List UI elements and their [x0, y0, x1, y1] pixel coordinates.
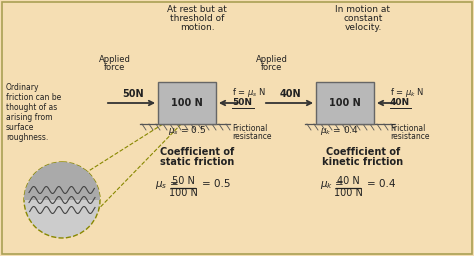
Text: friction can be: friction can be — [6, 93, 61, 102]
Text: resistance: resistance — [390, 132, 429, 141]
Text: Frictional: Frictional — [232, 124, 267, 133]
Text: 40N: 40N — [279, 89, 301, 99]
Text: constant: constant — [343, 14, 383, 23]
Text: f = $\mu_s$ N: f = $\mu_s$ N — [232, 86, 266, 99]
Text: kinetic friction: kinetic friction — [322, 157, 403, 167]
Text: In motion at: In motion at — [336, 5, 391, 14]
Text: 40N: 40N — [390, 98, 410, 107]
Text: Applied: Applied — [256, 55, 288, 64]
Text: static friction: static friction — [160, 157, 234, 167]
Text: 100 N: 100 N — [169, 188, 198, 198]
Text: force: force — [104, 63, 126, 72]
Text: motion.: motion. — [180, 23, 214, 32]
Text: Applied: Applied — [99, 55, 131, 64]
Text: force: force — [261, 63, 283, 72]
Bar — [158, 82, 216, 124]
Text: 50 N: 50 N — [172, 176, 194, 186]
Circle shape — [24, 162, 100, 238]
Text: $\mu_s$ = 0.5: $\mu_s$ = 0.5 — [168, 124, 206, 137]
Text: resistance: resistance — [232, 132, 272, 141]
Text: 50N: 50N — [232, 98, 252, 107]
Text: velocity.: velocity. — [344, 23, 382, 32]
Text: 100 N: 100 N — [329, 98, 361, 108]
Bar — [316, 82, 374, 124]
Text: thought of as: thought of as — [6, 103, 57, 112]
Text: Coefficient of: Coefficient of — [160, 147, 234, 157]
Wedge shape — [24, 162, 100, 200]
Text: 100 N: 100 N — [171, 98, 203, 108]
Text: At rest but at: At rest but at — [167, 5, 227, 14]
Text: = 0.4: = 0.4 — [367, 179, 395, 189]
Text: = 0.5: = 0.5 — [202, 179, 230, 189]
Text: Ordinary: Ordinary — [6, 83, 39, 92]
Text: 100 N: 100 N — [334, 188, 363, 198]
Text: surface: surface — [6, 123, 35, 132]
Text: threshold of: threshold of — [170, 14, 224, 23]
Text: Frictional: Frictional — [390, 124, 425, 133]
Text: arising from: arising from — [6, 113, 53, 122]
Text: Coefficient of: Coefficient of — [326, 147, 400, 157]
Text: $\mu_s$ =: $\mu_s$ = — [155, 179, 179, 191]
Text: roughness.: roughness. — [6, 133, 48, 142]
Text: $\mu_k$ = 0.4: $\mu_k$ = 0.4 — [320, 124, 359, 137]
Text: 40 N: 40 N — [337, 176, 359, 186]
Text: f = $\mu_k$ N: f = $\mu_k$ N — [390, 86, 424, 99]
Text: 50N: 50N — [122, 89, 144, 99]
Text: $\mu_k$ =: $\mu_k$ = — [320, 179, 344, 191]
